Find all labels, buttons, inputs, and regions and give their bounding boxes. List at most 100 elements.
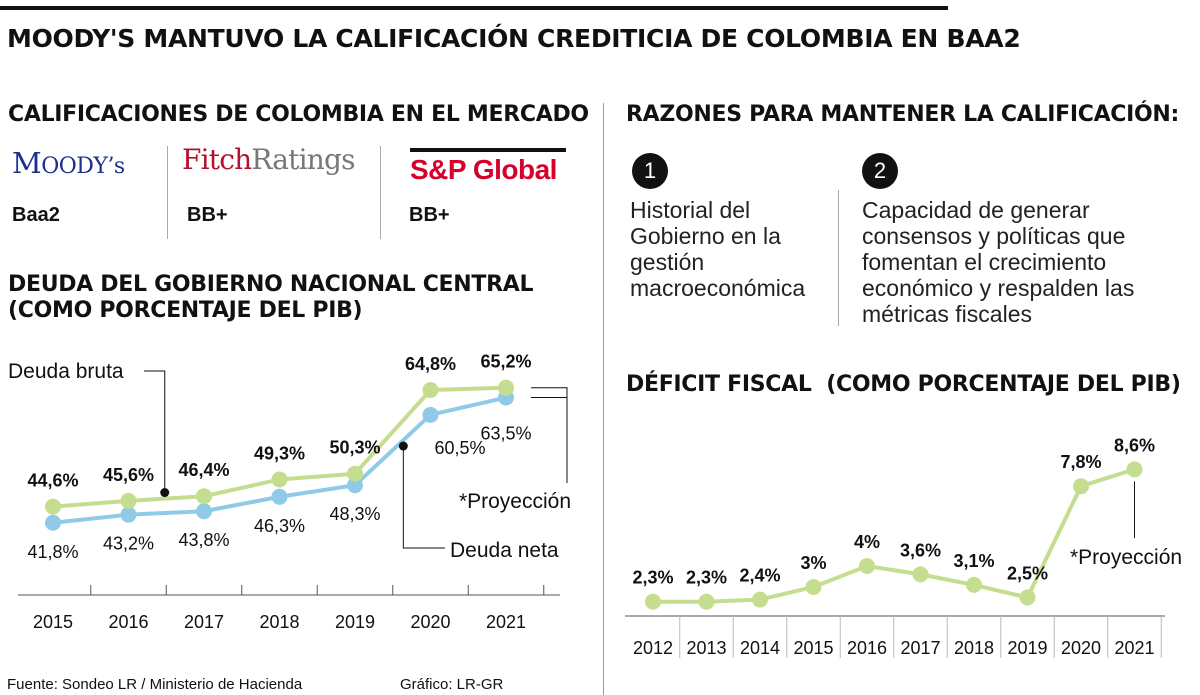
deuda-neta-leader bbox=[402, 446, 445, 549]
headline: MOODY'S MANTUVO LA CALIFICACIÓN CREDITIC… bbox=[7, 24, 1021, 53]
deuda-neta-data-label: 41,8% bbox=[27, 542, 78, 562]
debt-chart: 2015 2016 2017 2018 2019 2020 2021 44,6% 45,6% 46… bbox=[8, 352, 571, 632]
reason-text-2: Capacidad de generar consensos y polític… bbox=[862, 197, 1135, 327]
deficit-chart-title: DÉFICIT FISCAL (COMO PORCENTAJE DEL PIB) bbox=[626, 372, 1181, 397]
reasons-divider bbox=[838, 190, 839, 326]
x-tick-label: 2018 bbox=[954, 638, 994, 658]
deficit-point bbox=[752, 591, 768, 608]
deficit-data-label: 2,4% bbox=[739, 566, 780, 586]
main-divider bbox=[603, 103, 604, 695]
deuda-neta-data-label: 46,3% bbox=[254, 516, 305, 536]
x-tick-label: 2018 bbox=[259, 612, 299, 632]
deficit-data-label: 2,3% bbox=[686, 568, 727, 588]
deficit-data-label: 3,6% bbox=[900, 540, 941, 560]
deuda-neta-data-label: 48,3% bbox=[329, 504, 380, 524]
deficit-data-label: 7,8% bbox=[1060, 452, 1101, 472]
deficit-data-label: 3% bbox=[800, 553, 826, 573]
deuda-bruta-point bbox=[347, 465, 363, 482]
deficit-point bbox=[645, 593, 661, 610]
x-tick-label: 2016 bbox=[108, 612, 148, 632]
fitch-logo: FitchRatings bbox=[182, 143, 356, 176]
source-note: Fuente: Sondeo LR / Ministerio de Hacien… bbox=[7, 676, 303, 693]
deficit-data-label: 8,6% bbox=[1114, 435, 1155, 455]
deficit-line bbox=[653, 467, 1136, 604]
deuda-neta-point bbox=[196, 503, 212, 520]
x-tick-label: 2016 bbox=[847, 638, 887, 658]
moodys-logo: MOODY’s bbox=[12, 146, 125, 180]
x-tick-label: 2014 bbox=[740, 638, 780, 658]
deuda-bruta-point bbox=[196, 488, 212, 505]
projection-note: *Proyección bbox=[459, 490, 571, 513]
deficit-data-label: 2,5% bbox=[1007, 564, 1048, 584]
deuda-neta-data-label: 43,2% bbox=[103, 534, 154, 554]
x-tick-label: 2013 bbox=[686, 638, 726, 658]
sp-logo-bar bbox=[410, 148, 566, 152]
deuda-bruta-data-label: 46,4% bbox=[178, 460, 229, 480]
deuda-neta-marker bbox=[398, 441, 408, 451]
deuda-bruta-point bbox=[498, 379, 514, 396]
deuda-bruta-label: Deuda bruta bbox=[8, 360, 124, 383]
x-tick-label: 2015 bbox=[793, 638, 833, 658]
deuda-bruta-data-label: 45,6% bbox=[103, 465, 154, 485]
reason-number-2: 2 bbox=[862, 153, 898, 189]
projection-bracket bbox=[531, 387, 568, 483]
debt-chart-title: DEUDA DEL GOBIERNO NACIONAL CENTRAL bbox=[8, 272, 534, 297]
deuda-bruta-point bbox=[120, 492, 137, 509]
fitch-rating: BB+ bbox=[187, 204, 228, 226]
x-tick-label: 2017 bbox=[184, 612, 224, 632]
sp-global-logo: S&P Global bbox=[410, 154, 557, 185]
deficit-point bbox=[1073, 478, 1089, 495]
deuda-neta-label: Deuda neta bbox=[450, 539, 559, 562]
deuda-bruta-data-label: 50,3% bbox=[329, 438, 380, 458]
deuda-bruta-data-label: 64,8% bbox=[405, 354, 456, 374]
deuda-bruta-data-label: 49,3% bbox=[254, 443, 305, 463]
graphic-credit: Gráfico: LR-GR bbox=[400, 676, 504, 693]
top-rule bbox=[0, 6, 948, 10]
debt-chart-subtitle: (COMO PORCENTAJE DEL PIB) bbox=[8, 298, 363, 323]
deuda-bruta-point bbox=[271, 471, 288, 488]
deficit-data-label: 2,3% bbox=[632, 568, 673, 588]
deficit-point bbox=[859, 558, 875, 574]
deficit-point bbox=[698, 593, 715, 610]
reason-number-1: 1 bbox=[632, 153, 668, 189]
x-tick-label: 2020 bbox=[410, 612, 450, 632]
deuda-bruta-leader bbox=[144, 370, 166, 493]
deficit-chart: 2012 2013 2014 2015 2016 2017 2018 2019 2020 2021… bbox=[625, 435, 1182, 658]
x-tick-label: 2015 bbox=[33, 612, 73, 632]
deficit-point bbox=[1126, 461, 1143, 478]
x-tick-label: 2017 bbox=[900, 638, 940, 658]
deuda-bruta-point bbox=[45, 498, 61, 515]
deficit-data-label: 4% bbox=[854, 532, 880, 552]
deficit-data-label: 3,1% bbox=[953, 551, 994, 571]
x-tick-label: 2019 bbox=[1007, 638, 1047, 658]
deuda-neta-point bbox=[120, 506, 137, 523]
deuda-bruta-data-label: 65,2% bbox=[480, 352, 531, 372]
deficit-point bbox=[912, 566, 929, 583]
projection-note: *Proyección bbox=[1070, 546, 1182, 569]
ratings-divider bbox=[167, 146, 168, 239]
x-tick-label: 2012 bbox=[633, 638, 673, 658]
ratings-divider bbox=[380, 146, 381, 239]
deuda-neta-point bbox=[347, 477, 363, 494]
reason-text-1: Historial del Gobierno en la gestión mac… bbox=[630, 197, 806, 301]
deuda-bruta-data-label: 44,6% bbox=[27, 471, 78, 491]
deuda-neta-data-label: 60,5% bbox=[435, 438, 486, 458]
x-tick-label: 2020 bbox=[1061, 638, 1101, 658]
reasons-title: RAZONES PARA MANTENER LA CALIFICACIÓN: bbox=[626, 102, 1180, 127]
x-tick-label: 2021 bbox=[1114, 638, 1154, 658]
deuda-bruta-point bbox=[422, 382, 439, 399]
deuda-bruta-marker bbox=[160, 488, 170, 498]
deficit-point bbox=[805, 579, 822, 595]
deuda-neta-data-label: 43,8% bbox=[178, 530, 229, 550]
deuda-neta-data-label: 63,5% bbox=[480, 424, 531, 444]
moodys-rating: Baa2 bbox=[12, 204, 60, 226]
deuda-neta-point bbox=[422, 406, 439, 423]
sp-rating: BB+ bbox=[409, 204, 450, 226]
deuda-neta-point bbox=[45, 514, 61, 531]
ratings-title: CALIFICACIONES DE COLOMBIA EN EL MERCADO bbox=[8, 102, 589, 127]
deficit-point bbox=[1019, 589, 1036, 606]
deficit-point bbox=[966, 576, 982, 593]
x-tick-label: 2021 bbox=[486, 612, 526, 632]
x-tick-label: 2019 bbox=[335, 612, 375, 632]
deuda-neta-point bbox=[271, 488, 288, 505]
